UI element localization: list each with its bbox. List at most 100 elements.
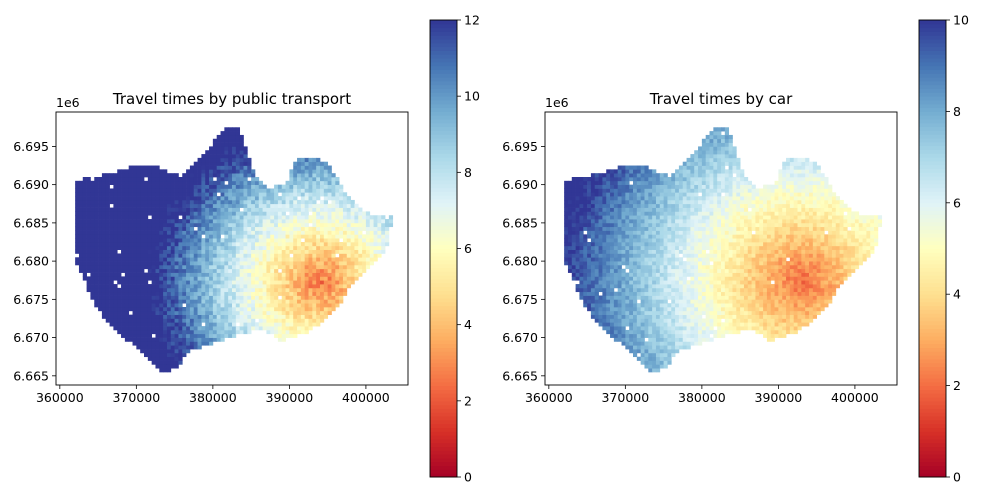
raster-cell — [595, 265, 599, 269]
raster-cell — [309, 280, 313, 284]
raster-cell — [247, 215, 251, 219]
raster-cell — [644, 353, 648, 357]
raster-cell — [198, 231, 202, 235]
raster-cell — [155, 307, 159, 311]
raster-cell — [182, 280, 186, 284]
raster-cell — [610, 269, 614, 273]
raster-cell — [247, 169, 251, 173]
raster-cell — [618, 338, 622, 342]
raster-cell — [201, 330, 205, 334]
raster-cell — [106, 284, 110, 288]
raster-cell — [595, 318, 599, 322]
raster-cell — [266, 250, 270, 254]
colorbar-segment — [430, 123, 457, 127]
raster-cell — [171, 234, 175, 238]
raster-cell — [622, 231, 626, 235]
raster-cell — [110, 227, 114, 231]
raster-cell — [144, 204, 148, 208]
colorbar-segment — [430, 279, 457, 283]
raster-cell — [224, 208, 228, 212]
raster-cell — [622, 173, 626, 177]
raster-cell — [687, 257, 691, 261]
raster-cell — [305, 326, 309, 330]
raster-cell — [182, 185, 186, 189]
raster-cell — [194, 307, 198, 311]
raster-cell — [622, 326, 626, 330]
raster-cell — [155, 292, 159, 296]
raster-cell — [606, 257, 610, 261]
raster-cell — [217, 318, 221, 322]
raster-cell — [335, 280, 339, 284]
raster-cell — [679, 265, 683, 269]
raster-cell — [694, 238, 698, 242]
raster-cell — [641, 345, 645, 349]
raster-cell — [687, 250, 691, 254]
raster-cell — [301, 318, 305, 322]
colorbar-segment — [430, 382, 457, 386]
raster-cell — [228, 246, 232, 250]
raster-cell — [236, 311, 240, 315]
raster-cell — [622, 246, 626, 250]
raster-cell — [320, 173, 324, 177]
raster-cell — [660, 234, 664, 238]
raster-cell — [324, 276, 328, 280]
raster-cell — [633, 188, 637, 192]
raster-cell — [656, 341, 660, 345]
raster-cell — [110, 188, 114, 192]
raster-cell — [309, 219, 313, 223]
raster-cell — [339, 284, 343, 288]
colorbar-segment — [430, 302, 457, 306]
raster-cell — [667, 250, 671, 254]
raster-cell — [679, 211, 683, 215]
raster-cell — [175, 330, 179, 334]
colorbar-segment — [430, 374, 457, 378]
raster-cell — [155, 208, 159, 212]
raster-cell — [178, 269, 182, 273]
raster-cell — [622, 311, 626, 315]
raster-cell — [320, 303, 324, 307]
raster-cell — [328, 234, 332, 238]
colorbar-segment — [430, 256, 457, 260]
raster-cell — [641, 353, 645, 357]
raster-cell — [293, 185, 297, 189]
raster-cell — [270, 269, 274, 273]
raster-cell — [228, 177, 232, 181]
raster-cell — [136, 238, 140, 242]
colorbar-segment — [430, 340, 457, 344]
raster-cell — [606, 246, 610, 250]
raster-cell — [587, 299, 591, 303]
raster-cell — [286, 280, 290, 284]
raster-cell — [106, 261, 110, 265]
raster-cell — [660, 204, 664, 208]
raster-cell — [175, 265, 179, 269]
raster-cell — [370, 238, 374, 242]
raster-cell — [618, 192, 622, 196]
raster-cell — [602, 208, 606, 212]
raster-cell — [683, 315, 687, 319]
colorbar-segment — [430, 108, 457, 112]
raster-cell — [209, 227, 213, 231]
raster-cell — [232, 303, 236, 307]
colorbar-segment — [430, 226, 457, 230]
raster-cell — [102, 234, 106, 238]
raster-cell — [572, 192, 576, 196]
raster-cell — [232, 169, 236, 173]
raster-cell — [602, 204, 606, 208]
raster-cell — [320, 215, 324, 219]
raster-cell — [683, 330, 687, 334]
raster-cell — [117, 311, 121, 315]
raster-cell — [167, 223, 171, 227]
raster-cell — [675, 181, 679, 185]
colorbar-segment — [430, 389, 457, 393]
raster-cell — [679, 273, 683, 277]
raster-cell — [278, 318, 282, 322]
raster-cell — [94, 234, 98, 238]
raster-cell — [683, 311, 687, 315]
raster-cell — [102, 273, 106, 277]
raster-cell — [320, 280, 324, 284]
raster-cell — [205, 292, 209, 296]
raster-cell — [102, 303, 106, 307]
colorbar-segment — [430, 218, 457, 222]
raster-cell — [194, 330, 198, 334]
raster-cell — [133, 326, 137, 330]
